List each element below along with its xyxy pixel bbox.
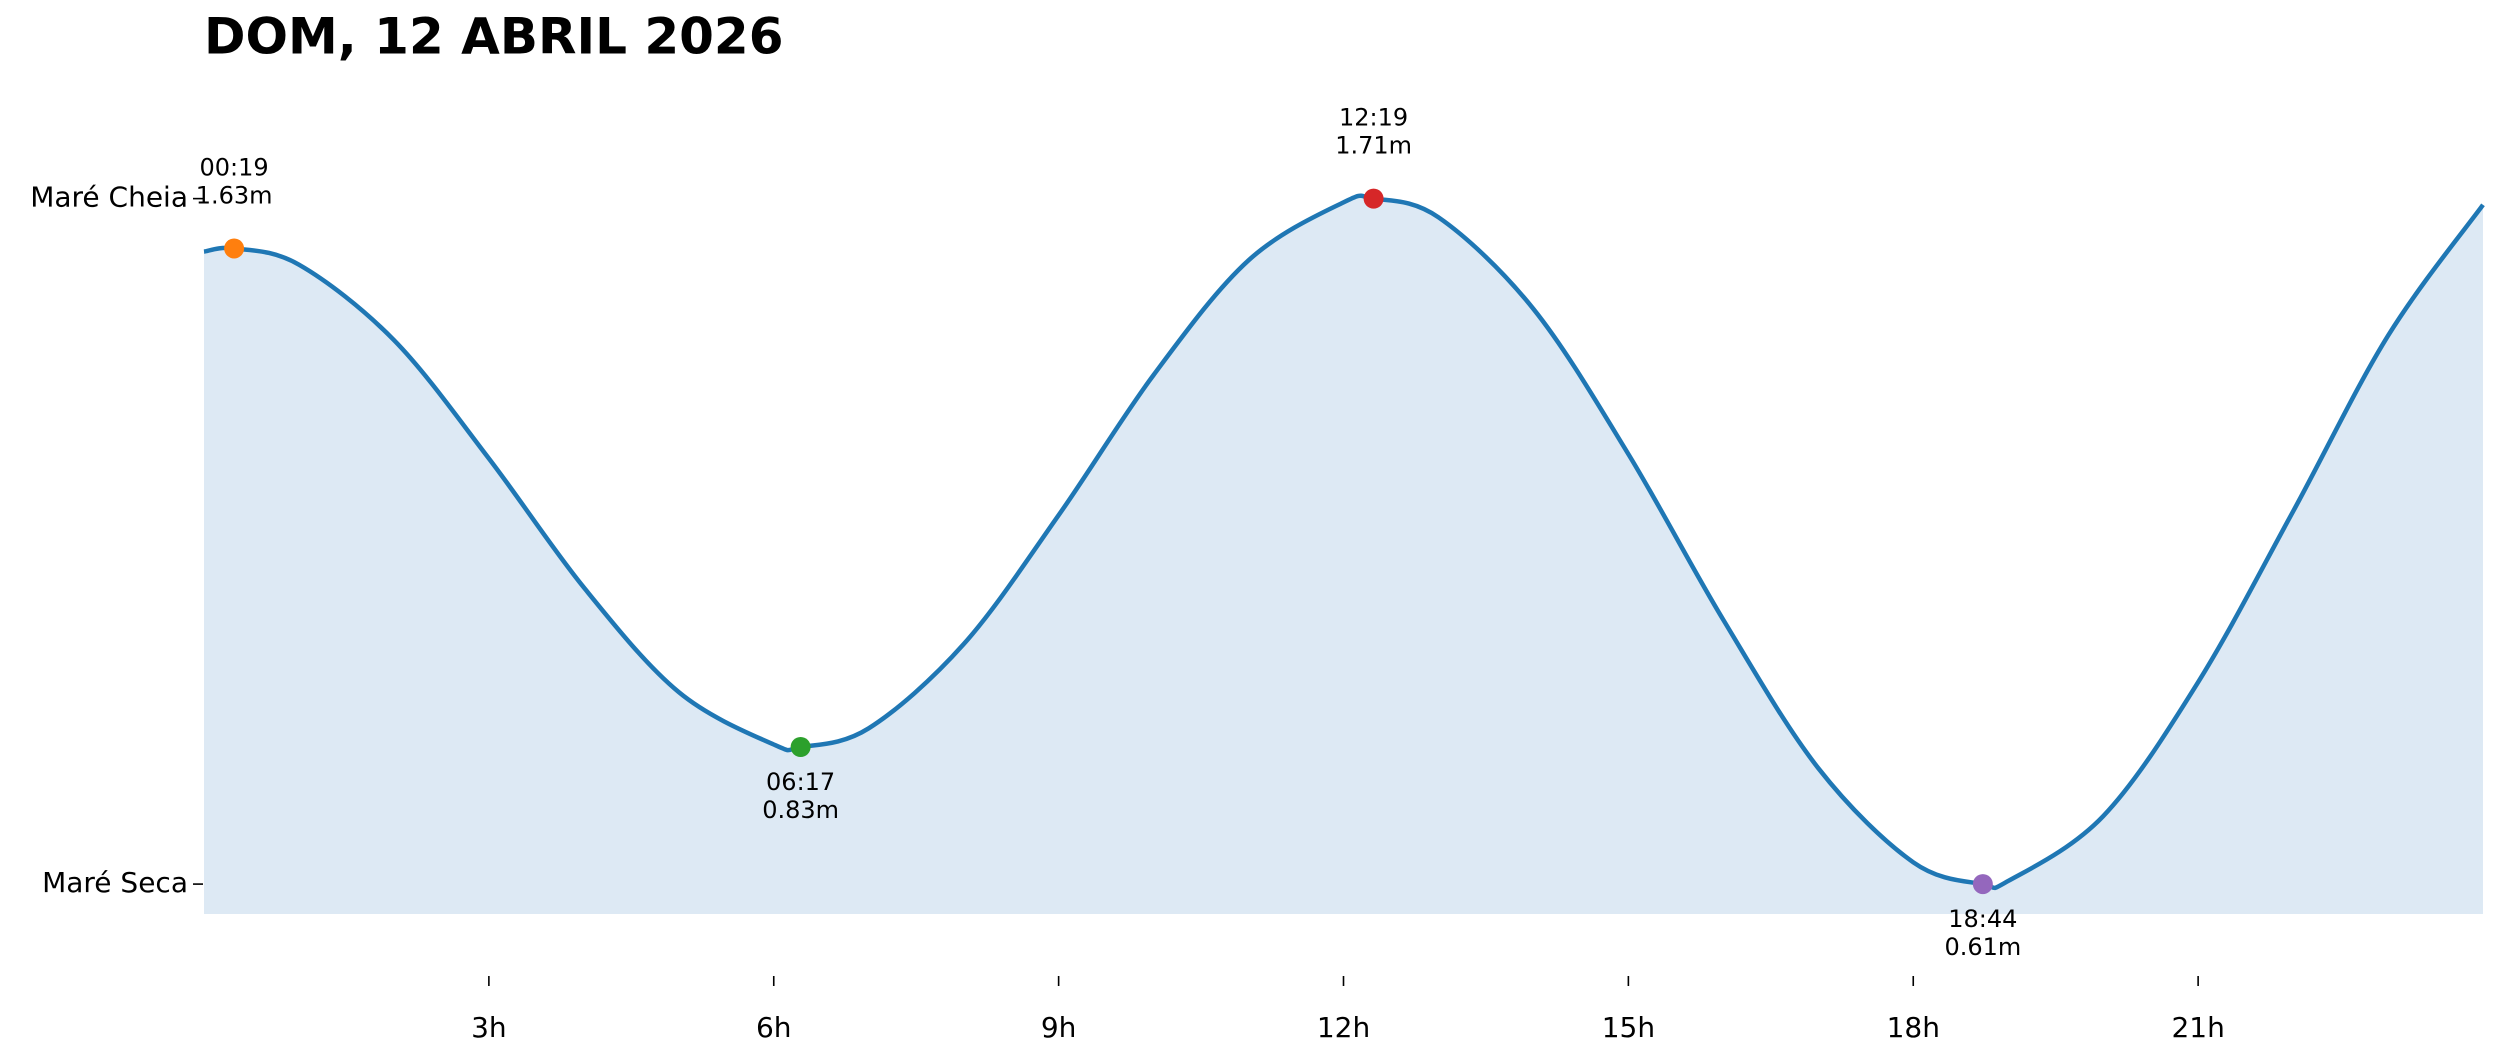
chart-title: DOM, 12 ABRIL 2026	[204, 8, 784, 66]
tide-height: 1.71m	[1335, 132, 1412, 160]
tide-height: 0.61m	[1944, 933, 2021, 961]
x-tick-label: 18h	[1887, 1011, 1940, 1044]
tide-line	[203, 193, 2485, 891]
tide-point	[1363, 188, 1384, 209]
tide-point	[1972, 874, 1993, 895]
tide-height: 0.83m	[762, 796, 839, 824]
tide-point	[224, 238, 245, 259]
x-tick-label: 9h	[1041, 1011, 1077, 1044]
tide-time: 12:19	[1339, 104, 1408, 132]
tide-time: 18:44	[1948, 905, 2017, 933]
tide-time: 00:19	[200, 153, 269, 181]
tide-point	[790, 736, 811, 757]
tide-height: 1.63m	[196, 181, 273, 209]
x-tick-label: 3h	[471, 1011, 507, 1044]
y-tick-label: Maré Seca	[42, 866, 188, 899]
tide-time: 06:17	[766, 768, 835, 796]
y-tick-label: Maré Cheia	[30, 181, 188, 214]
x-tick-label: 6h	[756, 1011, 792, 1044]
x-tick-label: 12h	[1317, 1011, 1370, 1044]
x-tick-label: 21h	[2171, 1011, 2224, 1044]
area	[204, 195, 2483, 914]
x-tick-label: 15h	[1602, 1011, 1655, 1044]
